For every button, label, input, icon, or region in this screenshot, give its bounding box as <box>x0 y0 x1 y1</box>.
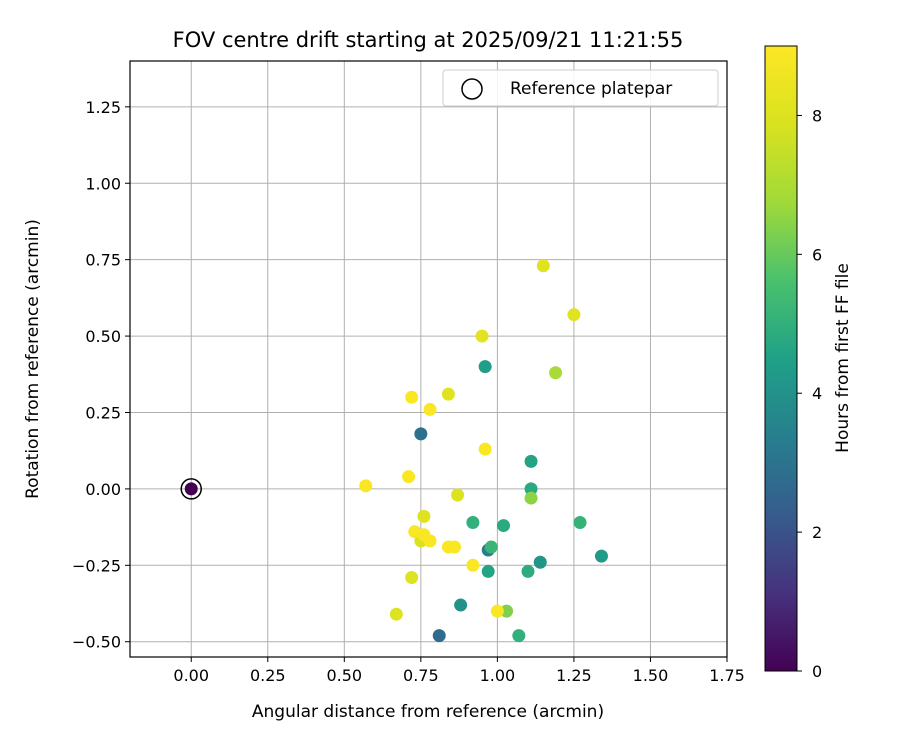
scatter-point <box>448 540 462 554</box>
scatter-point <box>524 454 538 468</box>
x-tick-label: 1.25 <box>556 666 592 685</box>
scatter-point <box>405 571 419 585</box>
scatter-point <box>500 604 514 618</box>
y-tick-label: 0.75 <box>85 251 121 270</box>
y-tick-label: 1.00 <box>85 174 121 193</box>
scatter-point <box>512 629 526 643</box>
legend-label: Reference platepar <box>510 79 672 99</box>
scatter-point <box>405 390 419 404</box>
scatter-point <box>475 329 489 343</box>
colorbar-tick-label: 2 <box>812 523 822 542</box>
scatter-point <box>478 360 492 374</box>
colorbar-ticks: 0 2 4 6 8 <box>797 106 822 681</box>
scatter-point <box>432 629 446 643</box>
scatter-point <box>484 540 498 554</box>
x-tick-label: 1.00 <box>480 666 516 685</box>
scatter-point <box>389 607 403 621</box>
scatter-point <box>414 427 428 441</box>
scatter-point <box>524 491 538 505</box>
y-tick-label: 1.25 <box>85 98 121 117</box>
scatter-point <box>451 488 465 502</box>
scatter-point <box>454 598 468 612</box>
colorbar-tick-label: 4 <box>812 384 822 403</box>
chart-title: FOV centre drift starting at 2025/09/21 … <box>173 28 684 52</box>
colorbar-tick-label: 0 <box>812 662 822 681</box>
x-tick-label: 0.50 <box>326 666 362 685</box>
colorbar-gradient <box>764 45 798 672</box>
scatter-point <box>423 402 437 416</box>
scatter-point <box>497 519 511 533</box>
y-tick-label: 0.00 <box>85 480 121 499</box>
x-tick-label: 1.75 <box>709 666 745 685</box>
scatter-point <box>536 259 550 273</box>
scatter-point <box>533 555 547 569</box>
scatter-point <box>549 366 563 380</box>
y-axis-label: Rotation from reference (arcmin) <box>23 219 43 499</box>
data-points <box>184 259 608 643</box>
x-tick-label: 0.25 <box>250 666 286 685</box>
y-tick-label: −0.50 <box>72 633 121 652</box>
colorbar-label: Hours from first FF file <box>833 263 853 453</box>
scatter-point <box>567 308 581 322</box>
reference-marker-group <box>180 478 202 500</box>
y-axis-ticks: −0.50 −0.25 0.00 0.25 0.50 0.75 1.00 1.25 <box>72 98 130 652</box>
colorbar: 0 2 4 6 8 Hours from first FF file <box>764 45 853 681</box>
scatter-point <box>417 509 431 523</box>
x-tick-label: 1.50 <box>633 666 669 685</box>
scatter-point <box>478 442 492 456</box>
legend-marker-icon <box>461 78 483 100</box>
scatter-point <box>524 482 538 496</box>
scatter-point <box>490 604 504 618</box>
scatter-point <box>521 564 535 578</box>
scatter-point <box>441 387 455 401</box>
legend: Reference platepar <box>442 69 719 107</box>
y-tick-label: 0.25 <box>85 403 121 422</box>
scatter-point <box>594 549 608 563</box>
grid-lines <box>130 61 728 657</box>
scatter-point <box>359 479 373 493</box>
x-tick-label: 0.00 <box>173 666 209 685</box>
scatter-point <box>402 470 416 484</box>
scatter-point <box>466 558 480 572</box>
colorbar-tick-label: 6 <box>812 245 822 264</box>
reference-platepar-marker <box>180 478 202 500</box>
y-tick-label: −0.25 <box>72 556 121 575</box>
x-tick-label: 0.75 <box>403 666 439 685</box>
scatter-point <box>423 534 437 548</box>
scatter-point <box>466 516 480 530</box>
scatter-point <box>573 516 587 530</box>
scatter-point <box>481 564 495 578</box>
scatter-point <box>184 482 198 496</box>
plot-frame <box>129 60 728 658</box>
legend-box <box>442 69 719 107</box>
x-axis-ticks: 0.00 0.25 0.50 0.75 1.00 1.25 1.50 1.75 <box>173 657 745 685</box>
y-tick-label: 0.50 <box>85 327 121 346</box>
colorbar-tick-label: 8 <box>812 106 822 125</box>
x-axis-label: Angular distance from reference (arcmin) <box>252 702 604 722</box>
